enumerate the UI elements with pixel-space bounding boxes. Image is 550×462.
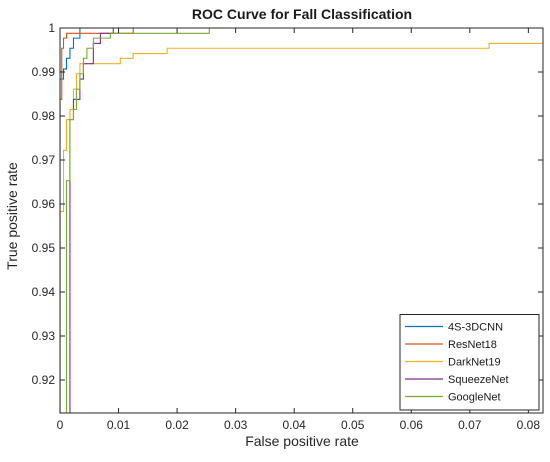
legend-label: SqueezeNet bbox=[448, 374, 509, 386]
x-tick-label: 0.08 bbox=[517, 418, 541, 432]
x-tick-label: 0.04 bbox=[283, 418, 307, 432]
legend-label: GoogleNet bbox=[448, 392, 501, 404]
x-tick-label: 0.05 bbox=[341, 418, 365, 432]
series-line-4s-3dcnn bbox=[60, 28, 543, 413]
axes-box bbox=[59, 27, 544, 414]
ticks-layer: 0 0.01 0.02 0.03 0.04 0.05 0.06 0.07 0.08 0.92 0.9… bbox=[32, 21, 543, 432]
x-tick-label: 0.07 bbox=[458, 418, 482, 432]
y-tick-label: 0.97 bbox=[32, 153, 56, 167]
y-tick-label: 1 bbox=[48, 21, 55, 35]
y-tick-label: 0.96 bbox=[32, 197, 56, 211]
y-tick-label: 0.94 bbox=[32, 285, 56, 299]
legend-label: 4S-3DCNN bbox=[448, 322, 503, 334]
y-tick-label: 0.95 bbox=[32, 241, 56, 255]
y-axis-label: True positive rate bbox=[4, 162, 20, 270]
x-axis-label: False positive rate bbox=[245, 433, 359, 449]
series-layer bbox=[60, 28, 543, 413]
x-tick-label: 0 bbox=[57, 418, 64, 432]
series-line-resnet18 bbox=[60, 28, 543, 413]
x-tick-label: 0.01 bbox=[107, 418, 131, 432]
y-tick-label: 0.98 bbox=[32, 109, 56, 123]
series-line-darknet19 bbox=[60, 42, 543, 413]
y-tick-label: 0.92 bbox=[32, 373, 56, 387]
legend-label: ResNet18 bbox=[448, 339, 497, 351]
x-tick-label: 0.02 bbox=[165, 418, 189, 432]
y-tick-label: 0.99 bbox=[32, 65, 56, 79]
series-line-googlenet bbox=[60, 28, 543, 413]
legend-label: DarkNet19 bbox=[448, 357, 501, 369]
legend-box bbox=[399, 314, 540, 411]
x-tick-label: 0.06 bbox=[400, 418, 424, 432]
y-tick-label: 0.93 bbox=[32, 329, 56, 343]
x-tick-label: 0.03 bbox=[224, 418, 248, 432]
legend: 4S-3DCNN ResNet18 DarkNet19 SqueezeNet Googl… bbox=[399, 314, 540, 411]
chart-title: ROC Curve for Fall Classification bbox=[192, 6, 412, 22]
